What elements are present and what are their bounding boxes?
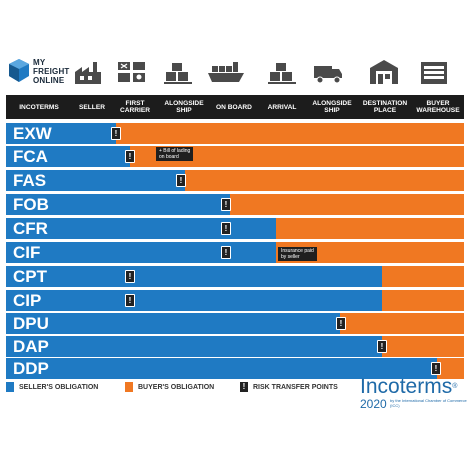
incoterm-code: EXW [13, 124, 52, 143]
cargo-ship-icon [206, 58, 246, 86]
delivery-truck-icon [312, 58, 344, 86]
incoterm-code: FAS [13, 171, 47, 190]
row-exw: EXW [6, 123, 464, 144]
legend-label-seller: SELLER'S OBLIGATION [19, 383, 99, 391]
row-dap: DAP [6, 336, 464, 357]
legend-swatch-buyer [125, 382, 133, 392]
incoterm-code: FCA [13, 147, 48, 166]
legend-risk: ! RISK TRANSFER POINTS [240, 381, 338, 393]
column-header: INCOTERMS SELLER FIRST CARRIER ALONGSIDE… [6, 95, 464, 119]
cargo-boxes-icon [266, 58, 298, 86]
row-cif: CIF [6, 242, 464, 263]
header-seller: SELLER [78, 103, 105, 111]
incoterms-2020-logo: Incoterms® 2020 by the International Cha… [360, 375, 467, 411]
row-dpu: DPU [6, 313, 464, 334]
header-first-carrier: FIRST CARRIER [119, 100, 151, 114]
row-ddp: DDP [6, 358, 464, 379]
row-cip: CIP [6, 290, 464, 311]
seller-obligation-bar [6, 218, 276, 239]
incoterm-code: DAP [13, 337, 49, 356]
incoterm-code: CFR [13, 219, 48, 238]
legend-seller: SELLER'S OBLIGATION [6, 381, 98, 393]
incoterm-code: CIP [13, 291, 42, 310]
warehouse-icon [368, 58, 400, 86]
risk-marker-cpt: ! [125, 270, 135, 283]
note-insurance: Insurance paid by seller [278, 247, 317, 261]
forklift-icon [116, 58, 148, 86]
incoterm-code: FOB [13, 195, 49, 214]
brand-logo: MY FREIGHT ONLINE [8, 58, 98, 88]
seller-obligation-bar [6, 194, 230, 215]
legend-label-risk: RISK TRANSFER POINTS [253, 383, 338, 391]
risk-marker-dpu: ! [336, 317, 346, 330]
note-bill-of-lading: + Bill of lading on board [156, 147, 194, 161]
risk-marker-cfr: ! [221, 222, 231, 235]
seller-obligation-bar [6, 290, 382, 311]
buyer-warehouse-icon [418, 58, 450, 86]
risk-marker-cip: ! [125, 294, 135, 307]
incoterm-code: CPT [13, 267, 47, 286]
brand-line-2: FREIGHT [33, 67, 70, 76]
row-cfr: CFR [6, 218, 464, 239]
brand-line-1: MY [33, 58, 46, 67]
row-cpt: CPT [6, 266, 464, 287]
incoterm-code: DPU [13, 314, 49, 333]
cube-logo-icon [9, 59, 29, 82]
legend-swatch-risk: ! [240, 382, 248, 392]
incoterms-title: Incoterms® [360, 375, 458, 398]
seller-obligation-bar [6, 336, 382, 357]
legend-buyer: BUYER'S OBLIGATION [125, 381, 214, 393]
seller-obligation-bar [6, 266, 382, 287]
legend-swatch-seller [6, 382, 14, 392]
header-incoterms: INCOTERMS [19, 103, 59, 111]
risk-marker-fas: ! [176, 174, 186, 187]
header-alongside-ship-2: ALONGSIDE SHIP [312, 100, 352, 114]
risk-marker-exw: ! [111, 127, 121, 140]
boxes-icon [162, 58, 194, 86]
risk-marker-dap: ! [377, 340, 387, 353]
header-alongside-ship: ALONGSIDE SHIP [164, 100, 204, 114]
header-arrival: ARRIVAL [267, 103, 297, 111]
risk-marker-ddp: ! [431, 362, 441, 375]
seller-obligation-bar [6, 123, 116, 144]
incoterm-code: CIF [13, 243, 41, 262]
row-fas: FAS [6, 170, 464, 191]
header-on-board: ON BOARD [216, 103, 252, 111]
incoterms-icc-credit: by the International Chamber of Commerce… [390, 398, 467, 408]
brand-line-3: ONLINE [33, 76, 65, 85]
risk-marker-cif: ! [221, 246, 231, 259]
header-destination-place: DESTINATION PLACE [362, 100, 408, 114]
incoterm-code: DDP [13, 359, 49, 378]
legend-label-buyer: BUYER'S OBLIGATION [138, 383, 215, 391]
factory-icon [72, 58, 104, 86]
incoterms-year: 2020 [360, 397, 387, 411]
brand-name: MY FREIGHT ONLINE [33, 58, 70, 85]
seller-obligation-bar [6, 358, 437, 379]
risk-marker-fob: ! [221, 198, 231, 211]
seller-obligation-bar [6, 146, 130, 167]
seller-obligation-bar [6, 313, 340, 334]
row-fca: FCA [6, 146, 464, 167]
seller-obligation-bar [6, 242, 276, 263]
risk-marker-fca: ! [125, 150, 135, 163]
row-fob: FOB [6, 194, 464, 215]
header-buyer-warehouse: BUYER WAREHOUSE [416, 100, 460, 114]
seller-obligation-bar [6, 170, 185, 191]
